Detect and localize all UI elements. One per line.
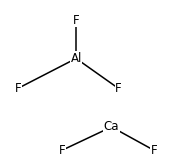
Text: F: F [14, 82, 21, 95]
Text: Al: Al [70, 52, 82, 65]
Text: F: F [59, 144, 65, 157]
Text: F: F [73, 14, 79, 27]
Text: F: F [151, 144, 157, 157]
Text: F: F [115, 82, 122, 95]
Text: Ca: Ca [104, 120, 119, 133]
